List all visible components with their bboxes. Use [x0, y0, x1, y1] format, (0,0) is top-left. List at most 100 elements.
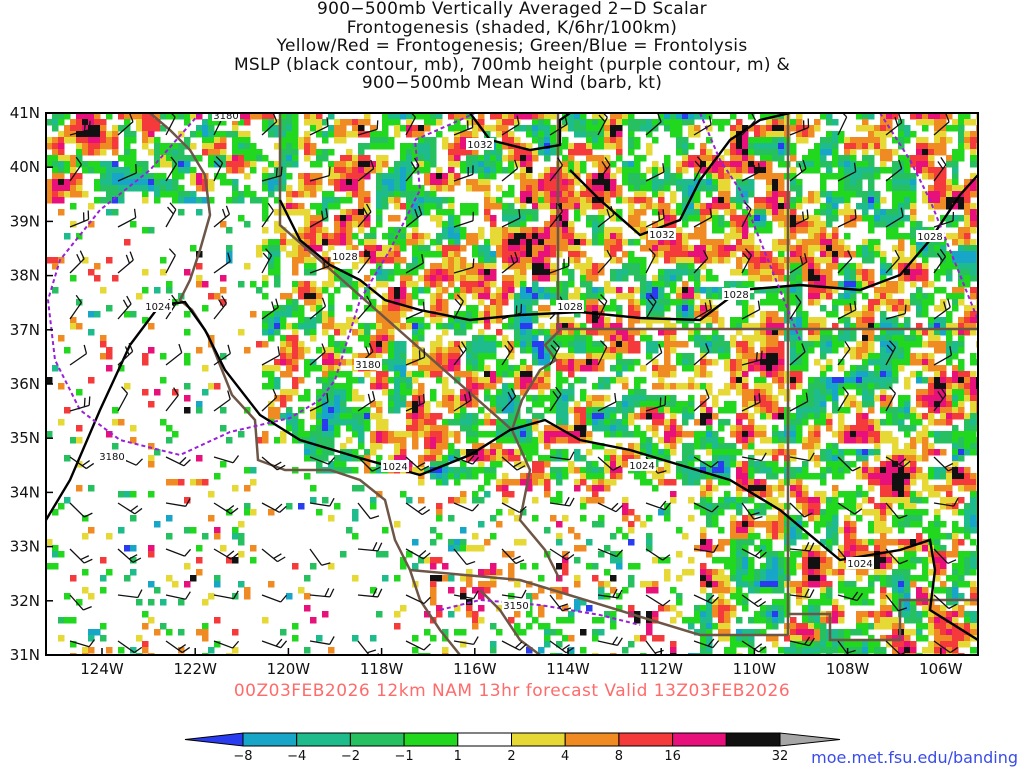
- shade-cell: [538, 245, 545, 252]
- shade-cell: [130, 137, 137, 144]
- shade-cell: [610, 185, 617, 192]
- shade-cell: [880, 263, 887, 270]
- shade-cell: [868, 257, 875, 264]
- shade-cell: [640, 287, 647, 294]
- shade-cell: [424, 167, 431, 174]
- shade-cell: [322, 317, 329, 324]
- shade-cell: [208, 125, 215, 132]
- shade-cell: [448, 353, 455, 360]
- shade-cell: [826, 257, 833, 264]
- shade-cell: [874, 215, 881, 222]
- shade-cell: [454, 113, 461, 120]
- shade-cell: [814, 197, 821, 204]
- shade-cell: [952, 341, 959, 348]
- shade-cell: [610, 257, 617, 264]
- shade-cell: [520, 341, 527, 348]
- shade-cell: [502, 293, 509, 300]
- shade-cell: [502, 209, 509, 216]
- shade-cell: [466, 305, 473, 312]
- shade-cell: [724, 281, 731, 288]
- shade-cell: [538, 173, 545, 180]
- shade-cell: [442, 305, 449, 312]
- shade-cell: [358, 215, 365, 222]
- shade-cell: [772, 245, 779, 252]
- shade-cell: [448, 347, 455, 354]
- shade-cell: [640, 119, 647, 126]
- shade-cell: [952, 353, 959, 360]
- shade-cell: [616, 185, 623, 192]
- shade-cell: [868, 353, 875, 360]
- shade-cell: [124, 131, 131, 138]
- shade-cell: [70, 179, 77, 186]
- shade-cell: [610, 341, 617, 348]
- shade-cell: [436, 305, 443, 312]
- shade-cell: [568, 371, 575, 378]
- shade-cell: [550, 263, 557, 270]
- shade-cell: [376, 137, 383, 144]
- shade-cell: [544, 251, 551, 258]
- shade-cell: [796, 299, 803, 306]
- shade-cell: [718, 221, 725, 228]
- shade-cell: [466, 323, 473, 330]
- shade-cell: [388, 359, 395, 366]
- shade-cell: [964, 311, 971, 318]
- shade-cell: [970, 131, 977, 138]
- shade-cell: [466, 203, 473, 210]
- shade-cell: [928, 281, 935, 288]
- shade-cell: [802, 389, 809, 396]
- shade-cell: [334, 161, 341, 168]
- shade-cell: [310, 425, 317, 432]
- shade-cell: [106, 347, 113, 354]
- shade-cell: [802, 155, 809, 162]
- shade-cell: [886, 233, 893, 240]
- shade-cell: [826, 281, 833, 288]
- shade-cell: [574, 209, 581, 216]
- shade-cell: [832, 401, 839, 408]
- shade-cell: [586, 239, 593, 246]
- shade-cell: [634, 257, 641, 264]
- shade-cell: [634, 239, 641, 246]
- shade-cell: [850, 383, 857, 390]
- shade-cell: [592, 407, 599, 414]
- shade-cell: [838, 389, 845, 396]
- shade-cell: [268, 329, 275, 336]
- shade-cell: [616, 371, 623, 378]
- shade-cell: [412, 215, 419, 222]
- shade-cell: [724, 401, 731, 408]
- shade-cell: [496, 341, 503, 348]
- shade-cell: [868, 317, 875, 324]
- shade-cell: [706, 245, 713, 252]
- shade-cell: [286, 125, 293, 132]
- shade-cell: [448, 323, 455, 330]
- shade-cell: [580, 149, 587, 156]
- shade-cell: [970, 257, 977, 264]
- shade-cell: [298, 293, 305, 300]
- shade-cell: [286, 365, 293, 372]
- shade-cell: [628, 203, 635, 210]
- shade-cell: [718, 245, 725, 252]
- shade-cell: [808, 401, 815, 408]
- shade-cell: [286, 173, 293, 180]
- shade-cell: [946, 215, 953, 222]
- shade-cell: [970, 413, 977, 420]
- shade-cell: [424, 197, 431, 204]
- shade-cell: [778, 197, 785, 204]
- shade-cell: [874, 353, 881, 360]
- shade-cell: [634, 125, 641, 132]
- shade-cell: [460, 323, 467, 330]
- shade-cell: [400, 353, 407, 360]
- shade-cell: [550, 239, 557, 246]
- shade-cell: [430, 419, 437, 426]
- shade-cell: [676, 203, 683, 210]
- shade-cell: [430, 191, 437, 198]
- shade-cell: [814, 191, 821, 198]
- shade-cell: [496, 239, 503, 246]
- shade-cell: [964, 305, 971, 312]
- shade-cell: [970, 401, 977, 408]
- shade-cell: [940, 377, 947, 384]
- shade-cell: [610, 413, 617, 420]
- shade-cell: [592, 347, 599, 354]
- shade-cell: [970, 419, 977, 426]
- shade-cell: [562, 395, 569, 402]
- shade-cell: [328, 281, 335, 288]
